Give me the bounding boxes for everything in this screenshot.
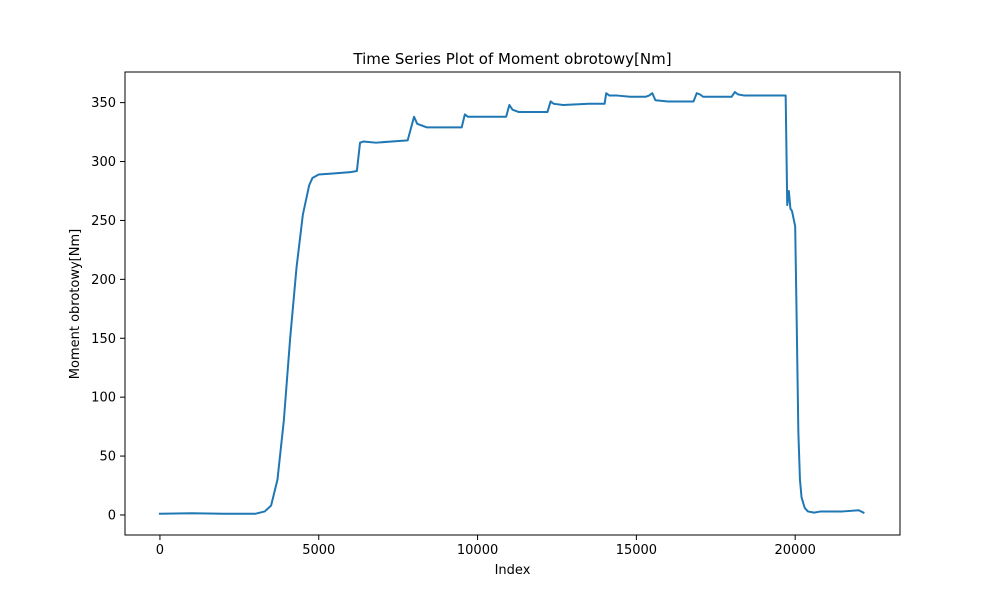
y-axis-label: Moment obrotowy[Nm] [68,229,83,379]
plot-area [158,91,865,515]
y-tick-label: 200 [91,273,116,288]
x-tick-label: 20000 [775,543,816,558]
x-axis-label: Index [495,563,531,578]
axis-ticks: 0 5000 10000 15000 20000 0 50 100 150 200 250 300 35… [91,96,816,558]
y-tick-label: 150 [91,332,116,347]
y-tick-label: 100 [91,391,116,406]
x-tick-label: 10000 [457,543,498,558]
x-tick-label: 0 [156,543,164,558]
x-tick-label: 5000 [302,543,335,558]
y-tick-label: 50 [99,450,116,465]
y-tick-label: 300 [91,155,116,170]
y-tick-label: 250 [91,214,116,229]
series-line [158,91,865,515]
chart-title: Time Series Plot of Moment obrotowy[Nm] [352,50,671,68]
y-tick-label: 0 [108,508,116,523]
axes-frame [124,71,901,536]
y-tick-label: 350 [91,96,116,111]
x-tick-label: 15000 [616,543,657,558]
